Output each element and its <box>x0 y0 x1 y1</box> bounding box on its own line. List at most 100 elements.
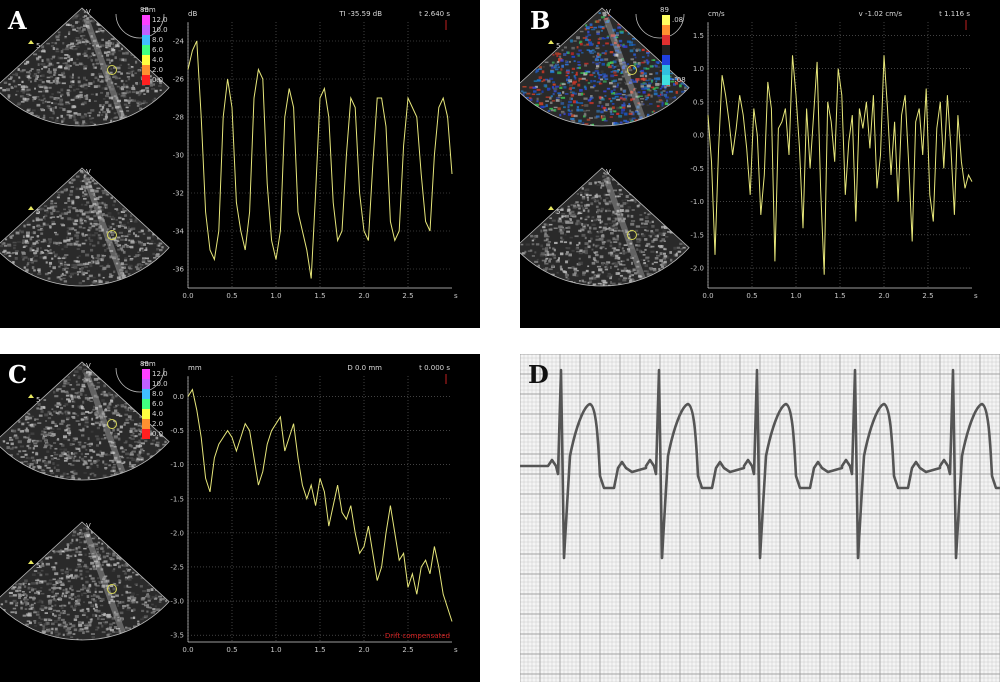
y-tick-label: -34 <box>173 228 185 236</box>
scale-swatch <box>142 75 150 85</box>
depth-triangle-top <box>28 394 34 398</box>
x-axis-unit: s <box>454 646 458 654</box>
scale-swatch <box>662 55 670 65</box>
x-tick-label: 1.5 <box>834 292 845 300</box>
series-line <box>707 55 973 275</box>
readout-value: v -1.02 cm/s <box>859 10 903 18</box>
sample-circle-top <box>107 419 117 429</box>
x-tick-label: 0.5 <box>226 292 237 300</box>
scale-swatch <box>142 389 150 399</box>
depth-marker-top: 5 <box>36 42 40 50</box>
depth-marker-top: 5 <box>36 396 40 404</box>
y-tick-label: -2.0 <box>170 529 184 537</box>
y-tick-label: -0.5 <box>690 165 704 173</box>
depth-marker-bottom: 5 <box>556 208 560 216</box>
depth-triangle-bottom <box>548 206 554 210</box>
scale-value-label: 10.0 <box>152 26 168 34</box>
depth-marker-bottom: 5 <box>36 562 40 570</box>
x-tick-label: 1.5 <box>314 292 325 300</box>
panel-d-ecg: D <box>520 354 1000 682</box>
sample-circle-bottom <box>627 230 637 240</box>
y-tick-label: 1.0 <box>693 65 704 73</box>
x-tick-label: 1.0 <box>270 292 281 300</box>
scale-swatch <box>142 25 150 35</box>
depth-triangle-top <box>548 40 554 44</box>
scale-value-label: 10.0 <box>152 380 168 388</box>
sample-circle-top <box>627 65 637 75</box>
ecg-strip <box>520 354 1000 682</box>
y-tick-label: -1.0 <box>690 198 704 206</box>
sector-bottom <box>0 167 170 287</box>
readout-time: t 2.640 s <box>419 10 450 18</box>
x-tick-label: 2.5 <box>922 292 933 300</box>
apex-label-top: V <box>86 8 91 16</box>
depth-triangle-bottom <box>28 206 34 210</box>
readout-time: t 1.116 s <box>939 10 970 18</box>
x-tick-label: 0.0 <box>182 292 193 300</box>
series-line <box>187 388 453 622</box>
scale-swatch <box>662 75 670 85</box>
scale-value-label: 0.0 <box>152 76 163 84</box>
x-axis-unit: s <box>454 292 458 300</box>
strain-chart: 0.0 -0.5 -1.0 -1.5 -2.0 -2.5 -3.0 -3.5 0.0 0.5 1.0… <box>170 364 458 654</box>
x-tick-label: 1.0 <box>270 646 281 654</box>
y-tick-label: -3.0 <box>170 598 184 606</box>
y-tick-label: -2.5 <box>170 563 184 571</box>
scale-swatch <box>662 25 670 35</box>
scale-value-label: 8.0 <box>152 36 163 44</box>
y-tick-label: -1.5 <box>690 231 704 239</box>
scale-value-label: 2.0 <box>152 420 163 428</box>
echo-image-b: V V 5 5 89.08 -.08 1.5 1.0 0.5 0.0 -0.5 -1.0 -1.5 -2.… <box>520 6 978 300</box>
scale-unit: mm <box>142 360 156 368</box>
y-tick-label: -1.5 <box>170 495 184 503</box>
apex-label-bottom: V <box>86 168 91 176</box>
x-tick-label: 2.5 <box>402 646 413 654</box>
scale-value-label: 12.0 <box>152 16 168 24</box>
readout-value: D 0.0 mm <box>347 364 382 372</box>
y-tick-label: -1.0 <box>170 461 184 469</box>
depth-marker-top: 5 <box>556 42 560 50</box>
y-axis-unit: cm/s <box>708 10 725 18</box>
y-tick-label: -36 <box>173 266 185 274</box>
depth-marker-bottom: 5 <box>36 208 40 216</box>
scale-swatch <box>662 65 670 75</box>
apex-label-bottom: V <box>606 168 611 176</box>
scale-swatch <box>142 65 150 75</box>
scale-value-label: 6.0 <box>152 400 163 408</box>
panel-c: V V 5 5 89 12.0 10.0 8.0 6.0 4.0 2.0 0.0 mm 0.0 -0.5 -1… <box>0 354 480 682</box>
scale-swatch <box>142 379 150 389</box>
y-tick-label: -26 <box>173 76 185 84</box>
x-tick-label: 1.5 <box>314 646 325 654</box>
strain-chart: 1.5 1.0 0.5 0.0 -0.5 -1.0 -1.5 -2.0 0.0 0.5 1.0 1.5… <box>690 10 978 300</box>
scale-top-value: 89 <box>140 6 149 14</box>
scale-top-value: 89 <box>140 360 149 368</box>
scale-swatch <box>142 55 150 65</box>
scale-value-label: 0.0 <box>152 430 163 438</box>
x-tick-label: 0.0 <box>182 646 193 654</box>
x-tick-label: 1.0 <box>790 292 801 300</box>
y-tick-label: -3.5 <box>170 632 184 640</box>
y-tick-label: 1.5 <box>693 32 704 40</box>
scale-value-label: .08 <box>672 16 683 24</box>
scale-swatch <box>142 35 150 45</box>
sample-circle-bottom <box>107 584 117 594</box>
readout-time: t 0.000 s <box>419 364 450 372</box>
panel-b: V V 5 5 89.08 -.08 1.5 1.0 0.5 0.0 -0.5 -1.0 -1.5 -2.… <box>520 0 1000 328</box>
sector-top <box>0 7 170 127</box>
scale-swatch <box>142 369 150 379</box>
y-axis-unit: dB <box>188 10 197 18</box>
y-tick-label: -24 <box>173 38 185 46</box>
color-scale: 89.08 -.08 <box>635 6 686 85</box>
scale-value-label: -.08 <box>672 76 686 84</box>
x-tick-label: 2.0 <box>358 292 369 300</box>
x-tick-label: 0.5 <box>746 292 757 300</box>
scale-swatch <box>142 419 150 429</box>
drift-compensated-label: Drift compensated <box>385 632 450 640</box>
scale-value-label: 8.0 <box>152 390 163 398</box>
depth-triangle-bottom <box>28 560 34 564</box>
scale-swatch <box>662 35 670 45</box>
